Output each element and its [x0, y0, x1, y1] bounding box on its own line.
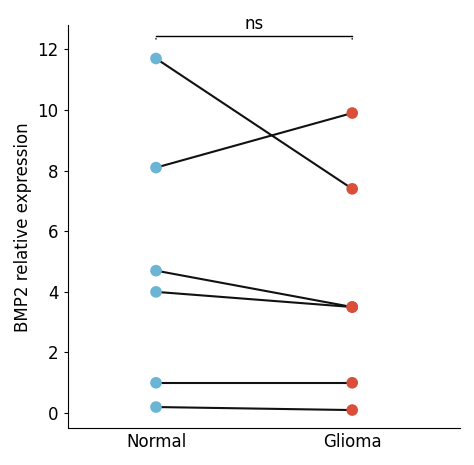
Point — [152, 403, 160, 411]
Text: ns: ns — [245, 15, 264, 33]
Point — [348, 109, 356, 117]
Point — [348, 303, 356, 311]
Point — [348, 185, 356, 193]
Point — [152, 379, 160, 386]
Point — [152, 55, 160, 62]
Y-axis label: BMP2 relative expression: BMP2 relative expression — [14, 122, 32, 332]
Point — [348, 303, 356, 311]
Point — [348, 406, 356, 414]
Point — [152, 267, 160, 274]
Point — [152, 288, 160, 296]
Point — [348, 379, 356, 386]
Point — [152, 164, 160, 171]
